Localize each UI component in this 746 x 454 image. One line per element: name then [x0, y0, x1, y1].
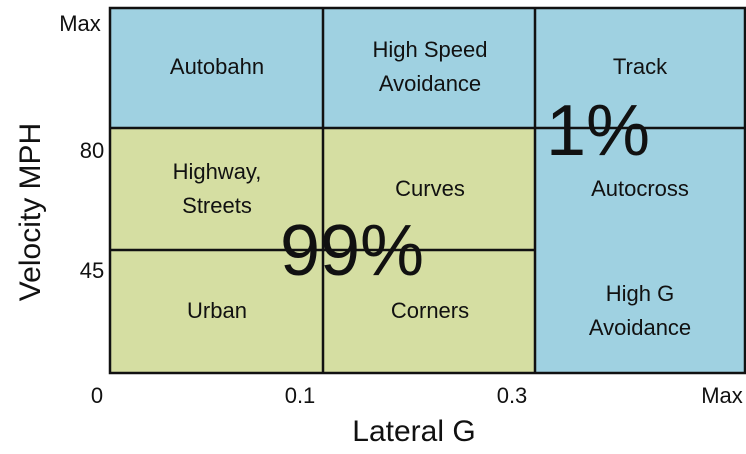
- cell-label: Streets: [182, 193, 252, 218]
- cell-label: Urban: [187, 298, 247, 323]
- y-axis-label: 80: [80, 138, 104, 163]
- share-label: 99%: [280, 211, 424, 291]
- x-axis-label: 0: [91, 383, 103, 408]
- share-label: 1%: [546, 91, 650, 171]
- cell-label: Curves: [395, 176, 465, 201]
- cell-label: Corners: [391, 298, 469, 323]
- cell-label: Highway,: [173, 159, 262, 184]
- y-axis-label: Max: [59, 11, 101, 36]
- cell-label: Autocross: [591, 176, 689, 201]
- cell-bg: [535, 128, 745, 373]
- cell-label: Autobahn: [170, 54, 264, 79]
- x-axis-title: Lateral G: [352, 415, 475, 448]
- y-axis-title: Velocity MPH: [14, 123, 47, 301]
- border: [108, 6, 746, 375]
- x-axis-label: 0.1: [285, 383, 316, 408]
- y-axis-label: 45: [80, 258, 104, 283]
- cell-label: High Speed: [373, 37, 488, 62]
- grid-lines: [108, 6, 746, 375]
- cell-bg: [110, 8, 745, 128]
- cell-label: Track: [613, 54, 668, 79]
- cell-label: Avoidance: [589, 315, 691, 340]
- x-axis-label: Max: [701, 383, 743, 408]
- grid: [108, 6, 746, 375]
- x-axis-label: 0.3: [497, 383, 528, 408]
- cell-label: High G: [606, 281, 674, 306]
- cell-label: Avoidance: [379, 71, 481, 96]
